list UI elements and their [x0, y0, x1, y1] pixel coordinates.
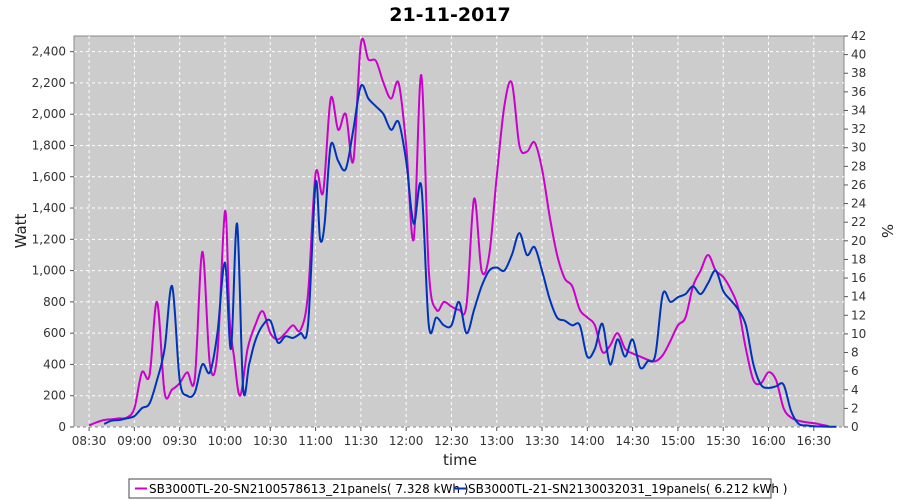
- y2-tick-label: 30: [851, 141, 866, 155]
- x-tick-label: 11:00: [298, 434, 333, 448]
- y2-tick-label: 4: [851, 383, 859, 397]
- y2-tick-label: 14: [851, 290, 866, 304]
- y2-tick-label: 12: [851, 308, 866, 322]
- y2-tick-label: 40: [851, 48, 866, 62]
- y2-tick-label: 20: [851, 234, 866, 248]
- x-tick-label: 15:00: [661, 434, 696, 448]
- x-tick-label: 09:00: [117, 434, 152, 448]
- x-tick-label: 09:30: [162, 434, 197, 448]
- legend-label-2: SB3000TL-21-SN2130032031_19panels( 6.212…: [468, 482, 787, 496]
- y2-tick-label: 0: [851, 420, 859, 434]
- y-tick-label: 1,000: [32, 264, 66, 278]
- x-tick-label: 11:30: [344, 434, 379, 448]
- series-line-2: [103, 83, 837, 428]
- x-axis-label: time: [443, 451, 477, 469]
- x-tick-label: 10:30: [253, 434, 288, 448]
- y-tick-label: 1,600: [32, 170, 66, 184]
- y2-tick-label: 26: [851, 178, 866, 192]
- series-line-1: [88, 37, 830, 428]
- y2-tick-label: 32: [851, 122, 866, 136]
- x-tick-label: 16:00: [751, 434, 786, 448]
- x-tick-label: 13:30: [525, 434, 560, 448]
- y-axis-ticks: 0 200 400 600 800 1,000 1,200 1,400 1,600 1,800 2,…: [32, 45, 74, 434]
- x-tick-label: 08:30: [72, 434, 107, 448]
- y-tick-label: 0: [58, 420, 66, 434]
- y-tick-label: 2,400: [32, 45, 66, 59]
- y2-tick-label: 18: [851, 252, 866, 266]
- x-tick-label: 13:00: [479, 434, 514, 448]
- y-tick-label: 600: [43, 326, 66, 340]
- y2-tick-label: 38: [851, 66, 866, 80]
- y-tick-label: 2,000: [32, 107, 66, 121]
- y-tick-label: 2,200: [32, 76, 66, 90]
- x-axis-ticks: 08:30 09:00 09:30 10:00 10:30 11:00 11:30 12:00…: [72, 427, 831, 448]
- y-axis-label: Watt: [12, 213, 30, 248]
- y2-tick-label: 8: [851, 346, 859, 360]
- y2-tick-label: 6: [851, 364, 859, 378]
- y-tick-label: 1,200: [32, 232, 66, 246]
- y-tick-label: 1,800: [32, 138, 66, 152]
- y2-tick-label: 16: [851, 271, 866, 285]
- y2-tick-label: 2: [851, 401, 859, 415]
- y2-tick-label: 42: [851, 29, 866, 43]
- legend-items: SB3000TL-20-SN2100578613_21panels( 7.328…: [135, 482, 787, 496]
- x-tick-label: 16:30: [797, 434, 832, 448]
- y2-tick-label: 10: [851, 327, 866, 341]
- x-tick-label: 14:00: [570, 434, 605, 448]
- y-tick-label: 1,400: [32, 201, 66, 215]
- y2-tick-label: 34: [851, 103, 866, 117]
- legend: [128, 478, 772, 499]
- x-tick-label: 12:30: [434, 434, 469, 448]
- x-tick-label: 10:00: [208, 434, 243, 448]
- plot-area: [73, 35, 845, 428]
- y2-axis-label: %: [878, 224, 896, 238]
- x-tick-label: 14:30: [615, 434, 650, 448]
- y2-tick-label: 36: [851, 85, 866, 99]
- chart-title: 21-11-2017: [389, 4, 511, 26]
- y2-tick-label: 24: [851, 197, 866, 211]
- y-tick-label: 800: [43, 295, 66, 309]
- x-tick-label: 12:00: [389, 434, 424, 448]
- y2-tick-label: 22: [851, 215, 866, 229]
- y-tick-label: 200: [43, 389, 66, 403]
- series-lines: [88, 37, 837, 428]
- y2-tick-label: 28: [851, 159, 866, 173]
- legend-label-1: SB3000TL-20-SN2100578613_21panels( 7.328…: [149, 482, 468, 496]
- grid-lines: [74, 36, 844, 428]
- x-tick-label: 15:30: [706, 434, 741, 448]
- y-tick-label: 400: [43, 357, 66, 371]
